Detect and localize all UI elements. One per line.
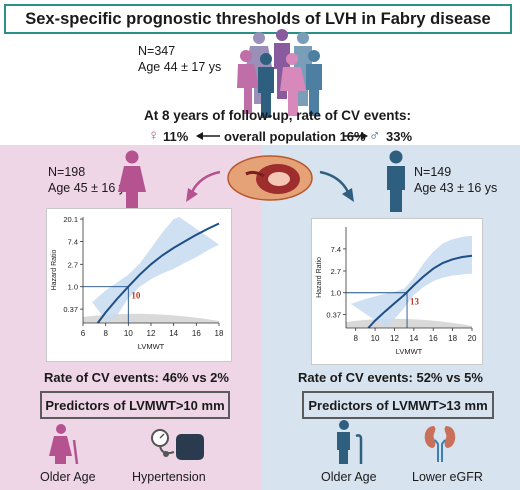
chart-male-xtick-label: 10: [371, 334, 380, 343]
chart-female-ytick-label: 20.1: [63, 215, 78, 224]
female-predictor-box: Predictors of LVMWT>10 mm: [40, 391, 230, 419]
blood-pressure-monitor-icon: [151, 429, 204, 460]
population-group-icon: [237, 29, 322, 118]
older-man-icon: [337, 420, 363, 464]
overall-rate: overall population 16%: [224, 129, 366, 144]
chart-male-xtick-label: 18: [448, 334, 457, 343]
chart-female-threshold-label: 10: [131, 291, 141, 301]
male-factor-age: Older Age: [321, 470, 377, 484]
chart-female-ytick-label: 7.4: [68, 238, 78, 247]
female-chart-card: 0.37 1.0 2.7 7.4 20.1 6 8 10 12 14 16 18 LVMWT Hazard…: [46, 208, 232, 362]
population-n: N=347: [138, 44, 176, 58]
female-n: N=198: [48, 165, 86, 179]
female-rate: 11%: [163, 129, 189, 144]
chart-male-ytick-label: 2.7: [331, 267, 341, 276]
male-predictor-box: Predictors of LVMWT>13 mm: [302, 391, 494, 419]
page-title: Sex-specific prognostic thresholds of LV…: [25, 9, 491, 28]
chart-male-xtick-label: 20: [468, 334, 477, 343]
chart-female-xlabel: LVMWT: [138, 342, 165, 351]
chart-male-distribution: [346, 318, 472, 328]
male-n: N=149: [414, 165, 452, 179]
right-arrow-icon: [344, 132, 368, 140]
female-symbol: ♀: [148, 127, 160, 144]
kidneys-icon: [424, 426, 456, 462]
older-woman-icon: [49, 424, 79, 464]
male-chart-card: 0.37 1.0 2.7 7.4 8 10 12 14 16 18 20 LVMWT Hazard Ra…: [311, 218, 483, 365]
chart-female-xtick-label: 16: [192, 329, 201, 338]
chart-female-hazard-curve: [96, 222, 220, 324]
male-person-icon: [387, 150, 405, 212]
chart-female-xtick-label: 8: [103, 329, 108, 338]
female-hazard-chart: 0.37 1.0 2.7 7.4 20.1 6 8 10 12 14 16 18 LVMWT Hazard…: [51, 215, 224, 351]
heart-section-icon: [186, 155, 354, 202]
chart-female-xtick-label: 18: [215, 329, 224, 338]
chart-female-ytick-label: 1.0: [68, 283, 78, 292]
chart-male-xtick-label: 8: [353, 334, 358, 343]
female-person-icon: [118, 150, 146, 212]
chart-female-xtick-label: 14: [169, 329, 178, 338]
population-age: Age 44 ± 17 ys: [138, 60, 222, 74]
followup-heading: At 8 years of follow-up, rate of CV even…: [144, 108, 412, 123]
chart-female-confidence-band: [92, 217, 219, 323]
chart-male-hazard-curve: [367, 254, 473, 329]
female-rate-text: Rate of CV events: 46% vs 2%: [44, 370, 229, 385]
chart-male-ytick-label: 1.0: [331, 289, 341, 298]
chart-male-xtick-label: 16: [429, 334, 438, 343]
chart-female-ytick-label: 2.7: [68, 260, 78, 269]
male-age: Age 43 ± 16 ys: [414, 181, 498, 195]
female-predictor-label: Predictors of LVMWT>10 mm: [45, 397, 225, 413]
male-predictor-label: Predictors of LVMWT>13 mm: [308, 397, 488, 413]
left-arrow-icon: [196, 132, 220, 140]
chart-male-threshold-label: 13: [410, 297, 420, 307]
chart-male-ylabel: Hazard Ratio: [316, 257, 323, 298]
chart-male-ytick-label: 0.37: [326, 311, 341, 320]
chart-female-ytick-label: 0.37: [63, 305, 78, 314]
chart-female-xtick-label: 6: [81, 329, 86, 338]
chart-male-confidence-band: [350, 235, 472, 328]
male-symbol: ♂: [369, 127, 381, 144]
chart-female-xtick-label: 12: [147, 329, 156, 338]
chart-male-xtick-label: 14: [409, 334, 418, 343]
female-factor-age: Older Age: [40, 470, 96, 484]
chart-male-xtick-label: 12: [390, 334, 399, 343]
chart-female-distribution: [83, 313, 219, 323]
male-hazard-chart: 0.37 1.0 2.7 7.4 8 10 12 14 16 18 20 LVMWT Hazard Ra…: [316, 227, 477, 356]
female-factor-hypertension: Hypertension: [132, 470, 206, 484]
chart-female-ylabel: Hazard Ratio: [51, 249, 58, 290]
chart-male-xlabel: LVMWT: [396, 347, 423, 356]
chart-male-ytick-label: 7.4: [331, 245, 341, 254]
female-age: Age 45 ± 16 ys: [48, 181, 132, 195]
male-rate: 33%: [386, 129, 413, 144]
chart-female-xtick-label: 10: [124, 329, 133, 338]
male-factor-egfr: Lower eGFR: [412, 470, 483, 484]
male-rate-text: Rate of CV events: 52% vs 5%: [298, 370, 483, 385]
